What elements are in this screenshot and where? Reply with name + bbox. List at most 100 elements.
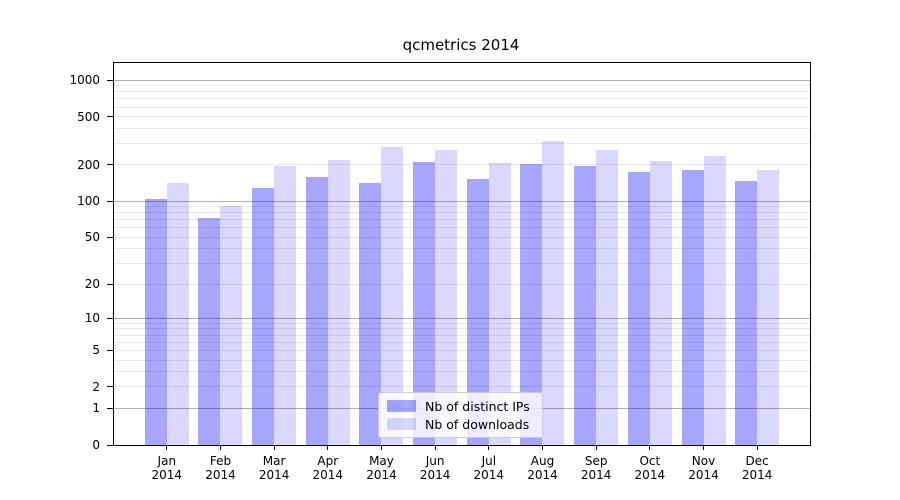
axis-ticks-layer: 0 1 2 5 10 20 50 100 200 500 1000 Jan 2014 Feb 2014 Mar… <box>69 63 810 482</box>
gridline-minor <box>114 219 810 221</box>
gridline-minor <box>114 98 810 100</box>
y-tick-mark <box>107 407 114 409</box>
x-tick-year: 2014 <box>688 468 719 482</box>
x-tick-mark <box>703 445 704 450</box>
x-tick-year: 2014 <box>419 468 451 482</box>
y-tick-label: 50 <box>84 230 100 245</box>
x-tick-year: 2014 <box>580 468 612 482</box>
gridline-major <box>114 79 810 81</box>
gridline-minor <box>114 212 810 214</box>
y-tick-label: 2 <box>92 379 100 394</box>
x-tick-label: Apr 2014 <box>301 454 355 482</box>
y-tick-label: 0 <box>92 438 100 452</box>
x-tick-year: 2014 <box>527 468 558 482</box>
x-tick-label: Feb 2014 <box>193 454 247 482</box>
x-tick-month: Nov <box>691 454 716 468</box>
x-tick-mark <box>649 445 651 450</box>
x-tick-label: Jan 2014 <box>140 454 194 482</box>
x-tick-mark <box>756 445 758 450</box>
x-tick-month: Feb <box>209 454 232 468</box>
bar-downloads-feb <box>220 206 243 445</box>
y-tick-mark <box>107 349 114 351</box>
bar-downloads-jun <box>435 150 458 445</box>
gridline-minor <box>114 386 810 388</box>
y-tick-mark <box>107 116 114 118</box>
legend-label-distinct-ips: Nb of distinct IPs <box>425 398 530 414</box>
bar-downloads-nov <box>703 155 726 445</box>
bar-downloads-jul <box>488 162 511 445</box>
bar-distinct-ips-jan <box>144 198 167 445</box>
x-tick-mark <box>166 445 168 450</box>
bars-layer <box>114 63 810 445</box>
bar-distinct-ips-apr <box>305 176 328 445</box>
x-tick-mark <box>380 445 382 450</box>
y-tick-label: 5 <box>92 343 100 358</box>
gridline-minor <box>114 116 810 118</box>
legend: Nb of distinct IPs Nb of downloads <box>378 392 543 438</box>
x-tick-year: 2014 <box>258 468 290 482</box>
y-tick-label: 100 <box>77 194 100 209</box>
bar-downloads-dec <box>757 170 780 445</box>
gridline-minor <box>114 322 810 324</box>
x-tick-mark <box>488 445 490 450</box>
gridline-major <box>114 200 810 202</box>
x-tick-year: 2014 <box>473 468 505 482</box>
gridline-minor <box>114 341 810 343</box>
gridline-major <box>114 317 810 319</box>
plot-area: 0 1 2 5 10 20 50 100 200 500 1000 Jan 2014 Feb 2014 Mar… <box>69 62 811 482</box>
bar-distinct-ips-aug <box>520 163 543 445</box>
y-tick-mark <box>107 283 114 285</box>
y-tick-label: 1 <box>92 401 100 416</box>
y-tick-mark <box>107 200 114 202</box>
gridline-minor <box>114 328 810 330</box>
legend-label-downloads: Nb of downloads <box>425 416 530 432</box>
bar-distinct-ips-oct <box>627 172 650 445</box>
x-tick-month: Apr <box>317 454 339 468</box>
gridline-minor <box>114 206 810 208</box>
gridline-minor <box>114 371 810 373</box>
gridline-minor <box>114 349 810 351</box>
y-tick-mark <box>107 386 114 388</box>
bar-distinct-ips-may <box>359 182 382 445</box>
x-tick-month: Sep <box>584 454 608 468</box>
bar-distinct-ips-dec <box>735 181 758 445</box>
x-tick-label: Jul 2014 <box>462 454 516 482</box>
gridline-minor <box>114 283 810 285</box>
x-tick-year: 2014 <box>151 468 183 482</box>
grid-layer <box>114 63 810 445</box>
y-tick-mark <box>107 164 114 166</box>
y-tick-label: 10 <box>84 311 100 326</box>
x-tick-label: Aug 2014 <box>515 454 569 482</box>
x-tick-mark <box>595 445 597 450</box>
gridline-minor <box>114 85 810 87</box>
x-tick-label: Sep 2014 <box>569 454 623 482</box>
y-tick-mark <box>107 444 114 446</box>
x-tick-label: May 2014 <box>354 454 408 482</box>
bar-downloads-mar <box>274 166 297 445</box>
x-tick-label: Jun 2014 <box>408 454 462 482</box>
legend-item-distinct-ips: Nb of distinct IPs <box>387 398 534 414</box>
x-tick-month: Jun <box>425 454 445 468</box>
x-tick-label: Oct 2014 <box>623 454 677 482</box>
bar-distinct-ips-mar <box>252 187 275 445</box>
bar-downloads-oct <box>649 160 672 445</box>
x-tick-month: Aug <box>530 454 555 468</box>
gridline-minor <box>114 127 810 129</box>
gridline-minor <box>114 143 810 145</box>
gridline-minor <box>114 236 810 238</box>
gridline-minor <box>114 359 810 361</box>
x-tick-label: Dec 2014 <box>730 454 784 482</box>
x-tick-mark <box>327 445 329 450</box>
bar-downloads-may <box>381 147 404 445</box>
y-tick-mark <box>107 317 114 319</box>
x-tick-month: Dec <box>745 454 769 468</box>
x-tick-mark <box>434 445 436 450</box>
chart-title: qcmetrics 2014 <box>402 36 520 54</box>
x-tick-year: 2014 <box>312 468 344 482</box>
x-tick-month: Jan <box>157 454 177 468</box>
y-tick-mark <box>107 236 114 238</box>
legend-swatch-distinct-ips <box>387 400 416 412</box>
bar-downloads-aug <box>542 141 565 445</box>
x-tick-mark <box>273 445 275 450</box>
